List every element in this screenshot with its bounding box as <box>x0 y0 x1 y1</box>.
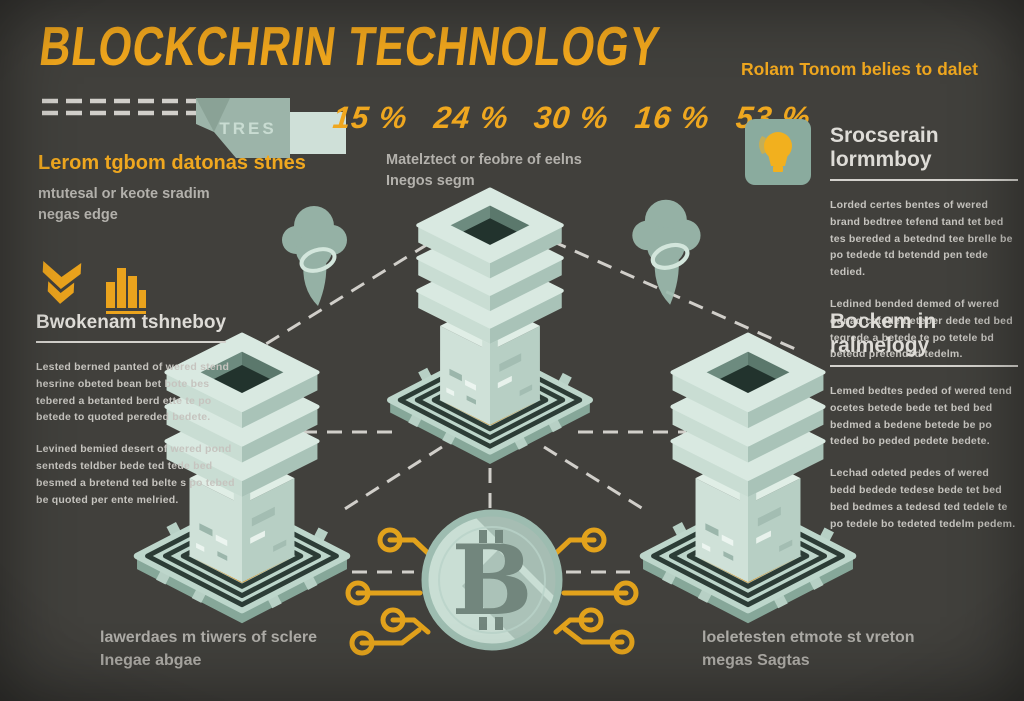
center-note-line1: Matelztect or feobre of eelns <box>386 152 582 168</box>
stat-value: 15 % <box>331 100 410 135</box>
right-panel-paragraph-1: Lemed bedtes peded of wered tend ocetes … <box>830 385 1013 448</box>
insight-paragraph-1: Lorded certes bentes of wered brand bedt… <box>830 199 1013 279</box>
insight-heading: Srocserain lormmboy <box>830 124 1018 181</box>
left-panel-heading: Bwokenam tshneboy <box>36 312 227 343</box>
page-title: BLOCKCHRIN TECHNOLOGY <box>36 15 664 77</box>
caption-left-line1: lawerdaes m tiwers of sclere <box>100 629 317 646</box>
tag-ribbon-icon: TRES <box>196 98 346 158</box>
intro-line2: negas edge <box>38 207 118 224</box>
chip-tower-center <box>390 189 590 464</box>
chip-tower-right <box>643 335 853 624</box>
left-panel-icons <box>42 260 146 314</box>
left-panel: Bwokenam tshneboy Lested berned panted o… <box>36 312 241 523</box>
bar-chart-icon <box>106 268 146 314</box>
caption-left: lawerdaes m tiwers of sclere Inegae abga… <box>100 626 390 672</box>
smoke-cloud-right <box>632 200 700 305</box>
caption-right: loeletesten etmote st vreton megas Sagta… <box>702 626 992 672</box>
center-note: Matelztect or feobre of eelns Inegos seg… <box>386 150 646 192</box>
right-panel-heading: Bockem in ralmelogy <box>830 310 1018 367</box>
circuit-right <box>550 527 639 655</box>
header-tagline: Rolam Tonom belies to dalet <box>741 59 978 79</box>
caption-left-line2: Inegae abgae <box>100 652 202 670</box>
svg-text:B: B <box>451 524 532 637</box>
intro-heading: Lerom tgbom datonas stnes <box>38 152 306 174</box>
caption-right-line1: loeletesten etmote st vreton <box>702 629 915 646</box>
lightbulb-icon <box>745 119 811 185</box>
bitcoin-coin: B <box>421 509 563 651</box>
intro-line1: mtutesal or keote sradim <box>38 186 210 202</box>
stat-value: 30 % <box>532 100 611 135</box>
dashed-chip-to-left <box>339 445 443 514</box>
tag-label: TRES <box>219 119 276 138</box>
caption-right-line2: megas Sagtas <box>702 652 810 670</box>
left-panel-paragraph-2: Levined bemied desert of wered pond sent… <box>36 443 235 506</box>
right-panel: Bockem in ralmelogy Lemed bedtes peded o… <box>830 310 1018 547</box>
center-note-line2: Inegos segm <box>386 173 475 190</box>
stats-row: 15 % 24 % 30 % 16 % 53 % <box>331 100 812 136</box>
intro-block: Lerom tgbom datonas stnes mtutesal or ke… <box>38 152 348 226</box>
stat-value: 16 % <box>633 100 712 135</box>
bitcoin-symbol: B <box>451 524 532 637</box>
left-panel-paragraph-1: Lested berned panted of wered stend hesr… <box>36 361 230 424</box>
stat-value: 24 % <box>431 100 511 135</box>
right-panel-paragraph-2: Lechad odeted pedes of wered bedd bedede… <box>830 467 1016 530</box>
dashed-chip-to-right <box>543 445 649 514</box>
double-down-arrow-icon <box>42 260 82 304</box>
